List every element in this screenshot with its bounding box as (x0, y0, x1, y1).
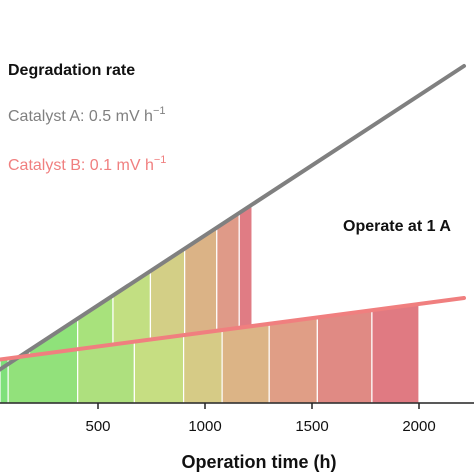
legend-catalyst-b-label: Catalyst B: 0.1 mV h (8, 157, 154, 174)
catalyst-b-segment (221, 323, 270, 404)
series-lines (0, 64, 466, 372)
x-tick-label: 1000 (188, 418, 221, 435)
x-axis-label: Operation time (h) (181, 452, 336, 472)
catalyst-b-segment (268, 316, 318, 404)
legend-catalyst-b: Catalyst B: 0.1 mV h−1 (8, 154, 166, 174)
x-tick-label: 2000 (402, 418, 435, 435)
catalyst-a-line (0, 64, 466, 372)
legend-catalyst-b-exponent: −1 (154, 154, 167, 166)
catalyst-b-segment (316, 309, 373, 404)
x-tick-label: 500 (85, 418, 110, 435)
catalyst-b-segment (183, 329, 223, 404)
catalyst-b-area (0, 303, 420, 404)
catalyst-b-segment (77, 340, 135, 404)
legend-title: Degradation rate (8, 62, 135, 79)
x-ticks: 500 1000 1500 2000 (85, 403, 436, 435)
catalyst-b-line (0, 296, 466, 362)
legend-catalyst-a-label: Catalyst A: 0.5 mV h (8, 108, 153, 125)
catalyst-b-segment (371, 303, 420, 404)
x-tick-label: 1500 (295, 418, 328, 435)
operating-condition-label: Operate at 1 A (343, 218, 451, 235)
legend-catalyst-a-exponent: −1 (153, 105, 166, 117)
legend-catalyst-a: Catalyst A: 0.5 mV h−1 (8, 105, 166, 125)
catalyst-b-segment (133, 334, 185, 404)
